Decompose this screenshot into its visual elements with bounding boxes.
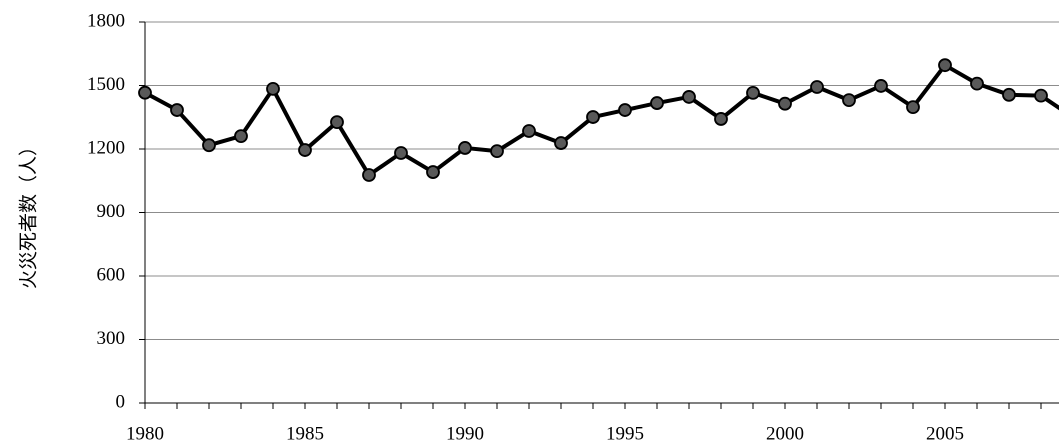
series-line (144, 63, 1059, 178)
data-point (1002, 87, 1016, 102)
data-point (1034, 88, 1048, 103)
data-point (714, 112, 728, 126)
x-tick-label: 2000 (766, 423, 804, 444)
data-point (362, 168, 376, 182)
y-tick-label: 1500 (87, 74, 125, 95)
data-point (202, 138, 216, 153)
data-point (810, 80, 824, 94)
x-tick-label: 1995 (606, 423, 644, 444)
data-point (874, 79, 888, 93)
data-point (458, 141, 472, 155)
data-point (682, 90, 696, 104)
data-point (330, 115, 344, 130)
data-point (906, 100, 920, 114)
y-tick-label: 900 (97, 201, 126, 222)
data-point (394, 146, 408, 160)
data-point (170, 103, 184, 117)
y-tick-label: 300 (97, 328, 126, 349)
data-point (970, 76, 984, 91)
x-tick-label: 1985 (286, 423, 324, 444)
y-tick-label: 0 (116, 391, 126, 412)
data-point (778, 96, 792, 111)
data-point (650, 96, 664, 110)
data-point (842, 93, 856, 108)
data-point (522, 124, 536, 138)
x-tick-label: 1990 (446, 423, 484, 444)
y-tick-label: 1200 (87, 137, 125, 158)
data-point (746, 86, 760, 100)
y-tick-label: 600 (97, 264, 126, 285)
data-point (234, 129, 248, 143)
data-point (298, 143, 312, 157)
data-point (586, 110, 600, 124)
data-point (490, 144, 504, 159)
y-tick-label: 1800 (87, 10, 125, 31)
x-tick-label: 1980 (126, 423, 164, 444)
data-point (138, 85, 152, 100)
data-point (938, 58, 952, 73)
data-point (618, 103, 632, 117)
data-point (554, 136, 568, 150)
y-axis-label: 火災死者数（人） (17, 137, 39, 289)
data-point (426, 165, 440, 179)
x-tick-label: 2005 (926, 423, 964, 444)
data-point (266, 81, 280, 96)
